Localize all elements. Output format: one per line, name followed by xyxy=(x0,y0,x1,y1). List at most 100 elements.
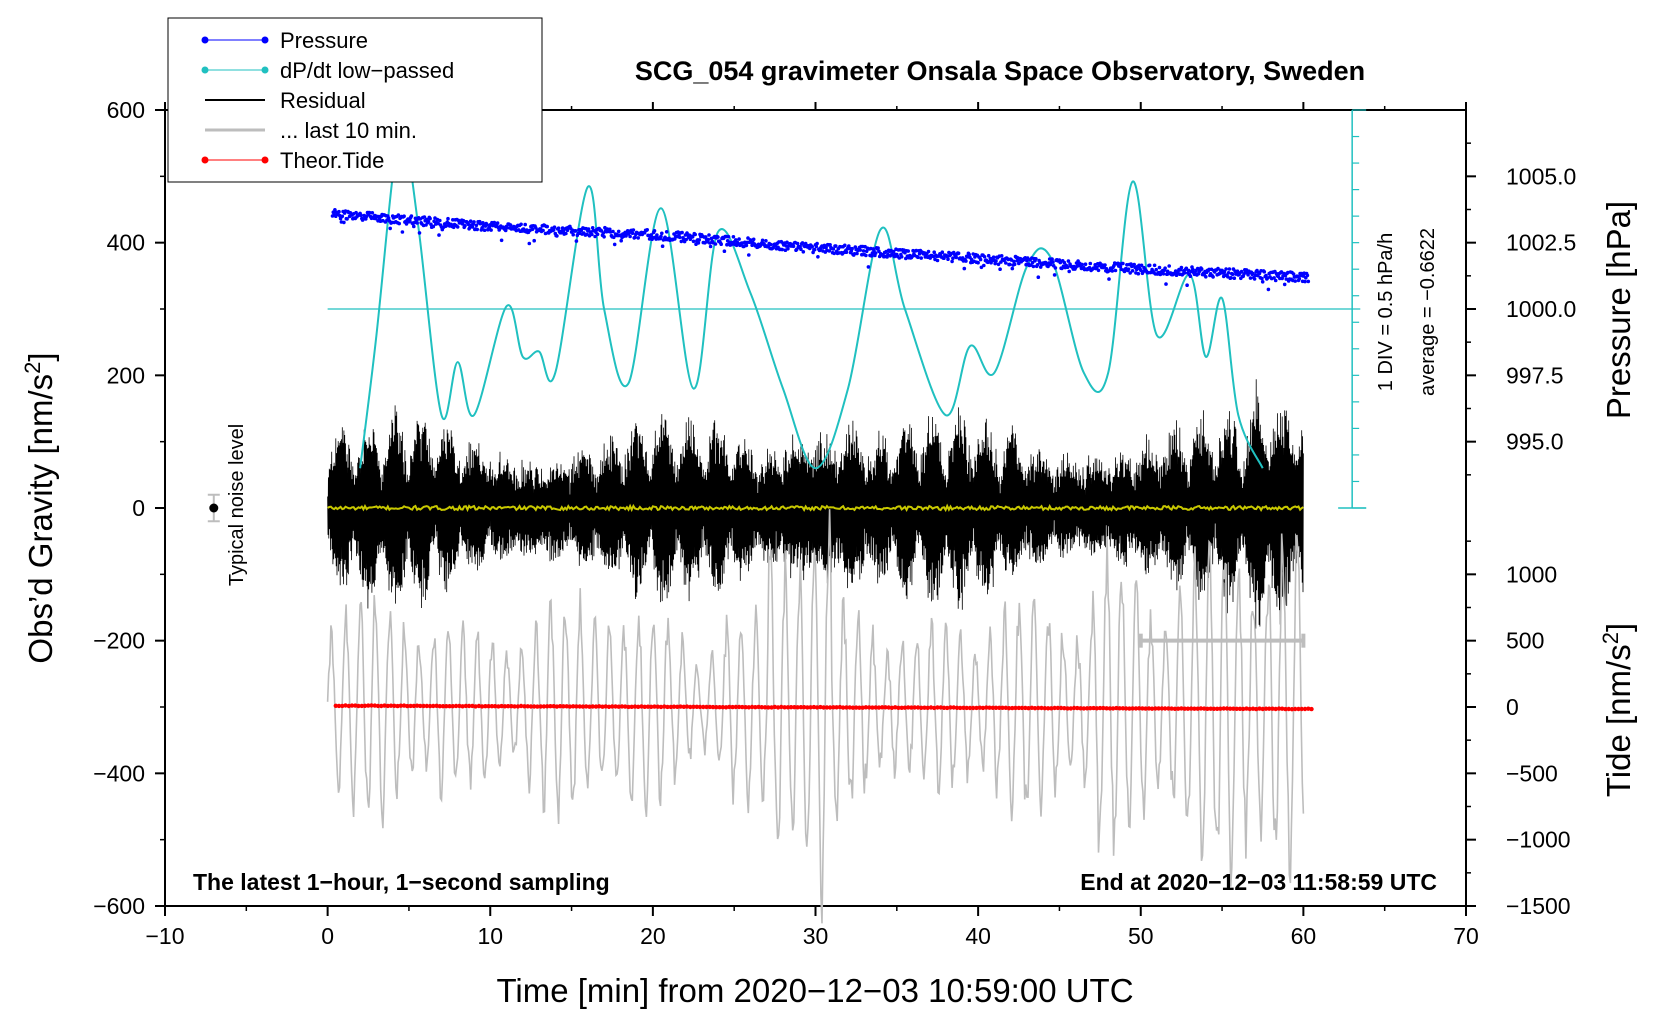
pressure-point xyxy=(1232,276,1237,281)
pressure-point xyxy=(1034,257,1038,261)
pressure-point xyxy=(680,230,684,235)
pressure-point xyxy=(1161,272,1166,276)
pressure-point xyxy=(873,251,878,255)
pressure-point xyxy=(850,246,854,251)
pressure-point xyxy=(619,238,623,243)
pressure-point xyxy=(1087,265,1092,270)
pressure-point xyxy=(571,232,575,237)
pressure-point xyxy=(438,218,442,223)
pressure-point xyxy=(827,249,832,253)
pressure-point xyxy=(400,230,405,234)
pressure-point xyxy=(1222,269,1227,274)
pressure-point xyxy=(1282,282,1287,287)
left-tick-label: 200 xyxy=(107,362,145,388)
pressure-point xyxy=(602,235,606,239)
pressure-point xyxy=(946,257,950,262)
pressure-point xyxy=(1095,265,1099,270)
pressure-point xyxy=(855,251,859,256)
pressure-point xyxy=(1230,272,1235,277)
noise-level-label: Typical noise level xyxy=(226,424,248,586)
pressure-point xyxy=(1031,264,1036,269)
pressure-point xyxy=(1306,279,1311,284)
pressure-point xyxy=(655,233,659,237)
pressure-point xyxy=(645,228,649,232)
pressure-point xyxy=(590,232,594,237)
legend: Pressure dP/dt low−passed Residual ... l… xyxy=(167,17,543,183)
pressure-point xyxy=(1051,260,1055,264)
pressure-point xyxy=(396,213,401,217)
pressure-point xyxy=(1136,271,1141,276)
pressure-point xyxy=(999,254,1004,258)
legend-entry-dpdt: dP/dt low−passed xyxy=(201,58,454,83)
pressure-point xyxy=(967,252,971,257)
legend-swatch-pressure-dot-2 xyxy=(261,36,269,44)
legend-swatch-pressure-dot-1 xyxy=(201,36,209,44)
pressure-point xyxy=(573,229,578,233)
dpdt-average-label: average = −0.6622 xyxy=(1417,228,1439,396)
pressure-point xyxy=(1157,265,1162,270)
legend-swatch-tide-dot-2 xyxy=(261,156,269,164)
pressure-point xyxy=(1260,280,1265,284)
pressure-point xyxy=(744,243,749,248)
pressure-point xyxy=(693,232,697,237)
sampling-note: The latest 1−hour, 1−second sampling xyxy=(193,869,610,895)
pressure-point xyxy=(468,219,473,223)
pressure-point xyxy=(633,235,637,239)
pressure-point xyxy=(551,228,556,232)
pressure-point xyxy=(891,249,896,254)
legend-label-pressure: Pressure xyxy=(280,28,368,53)
pressure-point xyxy=(1110,269,1115,273)
pressure-point xyxy=(764,239,768,243)
pressure-point xyxy=(1103,263,1107,267)
pressure-axis-title: Pressure [hPa] xyxy=(1600,201,1637,419)
pressure-point xyxy=(994,259,998,263)
pressure-point xyxy=(466,222,471,226)
pressure-point xyxy=(954,255,958,260)
tide-tick-label: −500 xyxy=(1506,760,1558,786)
pressure-point xyxy=(1036,275,1041,280)
tide-line xyxy=(335,704,1312,710)
left-tick-label: 600 xyxy=(107,97,145,123)
legend-entry-tide: Theor.Tide xyxy=(201,148,384,173)
pressure-point xyxy=(492,220,497,225)
pressure-point xyxy=(455,225,460,229)
tide-axis-title-end: ] xyxy=(1600,623,1637,632)
pressure-point xyxy=(444,224,449,228)
pressure-point xyxy=(951,256,955,261)
pressure-point xyxy=(1066,259,1071,263)
left-tick-label: 400 xyxy=(107,230,145,256)
pressure-point xyxy=(1154,267,1158,272)
pressure-point xyxy=(437,233,441,237)
pressure-point xyxy=(707,233,711,237)
dpdt-line xyxy=(359,120,1264,470)
pressure-point xyxy=(660,231,664,236)
pressure-point xyxy=(1199,267,1204,271)
pressure-point xyxy=(731,235,736,239)
left-tick-label: −400 xyxy=(93,760,145,786)
pressure-point xyxy=(876,246,880,250)
pressure-point xyxy=(574,239,579,243)
pressure-point xyxy=(555,234,559,238)
legend-swatch-dpdt-dot-2 xyxy=(261,66,269,74)
pressure-point xyxy=(1164,282,1168,286)
left-tick-label: 0 xyxy=(132,495,145,521)
pressure-point xyxy=(1139,263,1144,268)
pressure-point xyxy=(386,216,391,220)
pressure-point xyxy=(1179,265,1184,270)
pressure-point xyxy=(964,259,968,263)
axes-layer: −10 0 10 20 30 40 50 60 70 −600 −400 −200 0 200 400 600… xyxy=(93,97,1576,949)
pressure-point xyxy=(489,228,493,232)
pressure-point xyxy=(1053,266,1058,270)
pressure-point xyxy=(1112,263,1116,268)
pressure-point xyxy=(684,237,688,242)
residual-line xyxy=(327,379,1304,629)
left-axis-title: Obs’d Gravity [nm/s2] xyxy=(20,352,59,663)
pressure-point xyxy=(628,234,632,239)
pressure-point xyxy=(649,233,653,237)
pressure-point xyxy=(932,250,936,254)
pressure-point xyxy=(816,254,820,259)
pressure-point xyxy=(503,228,508,233)
legend-swatch-tide-dot-1 xyxy=(201,156,209,164)
pressure-point xyxy=(1185,283,1189,288)
